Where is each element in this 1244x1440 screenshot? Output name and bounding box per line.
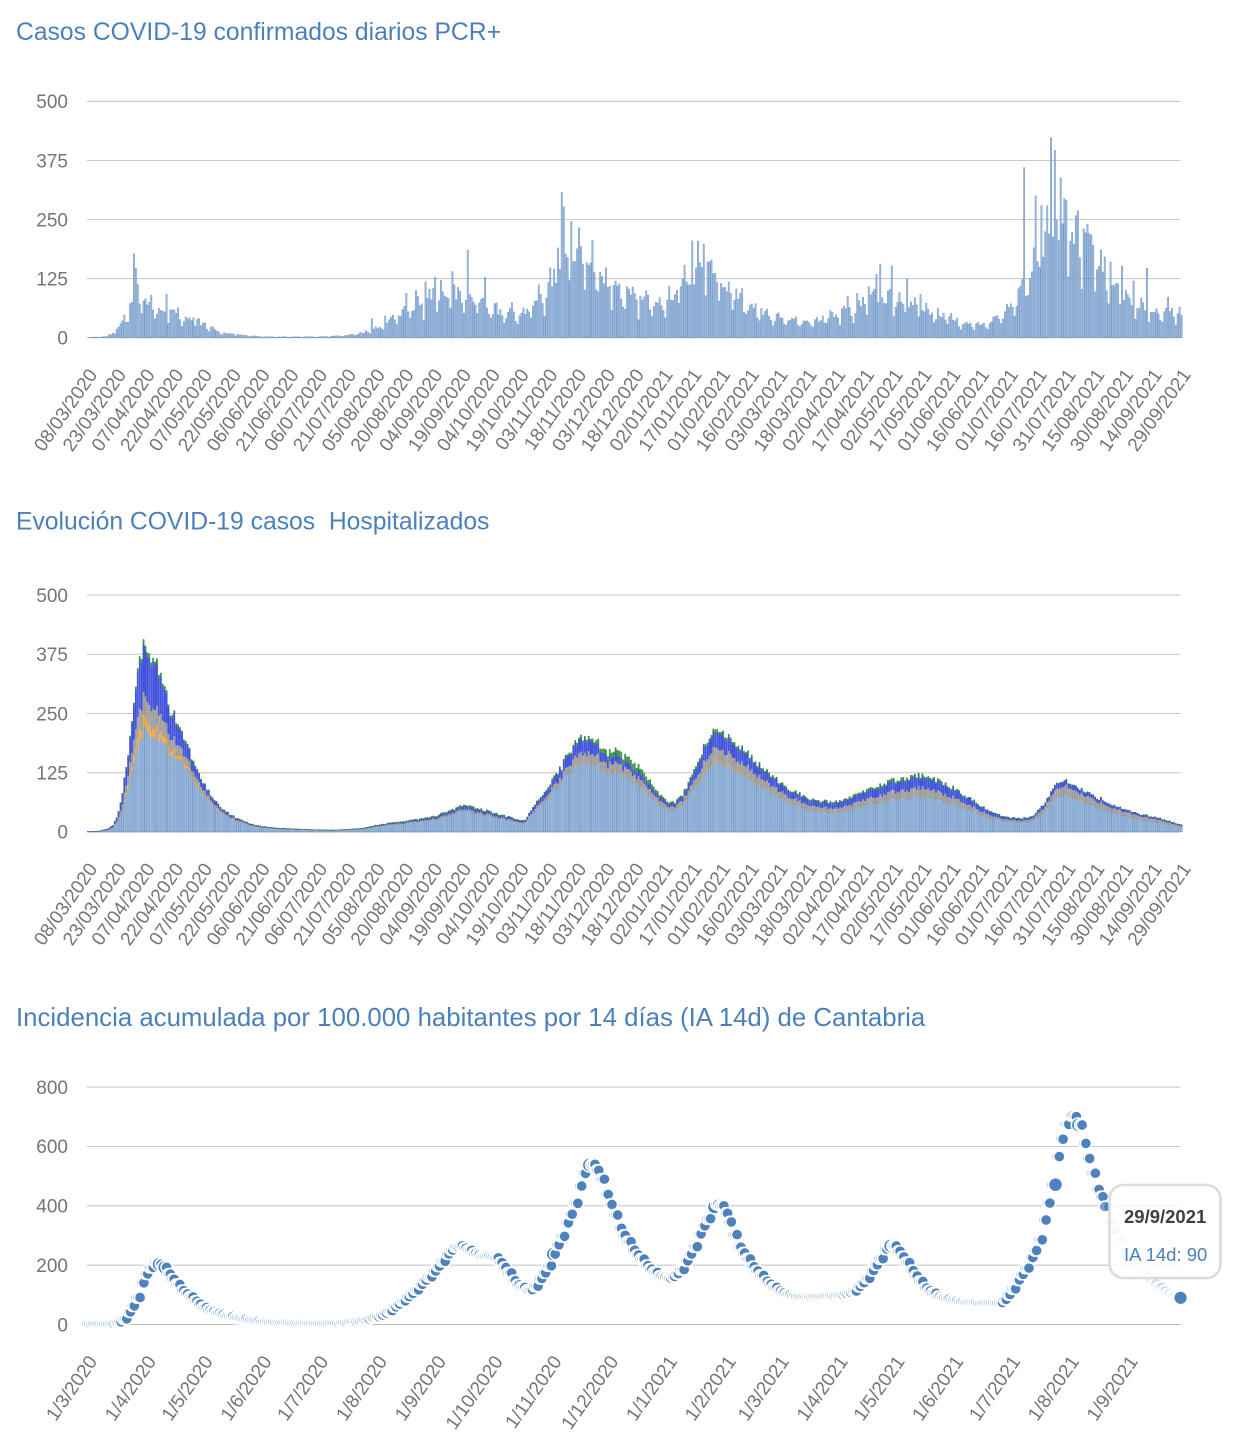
svg-text:Evolución COVID-19 casos Hosp: Evolución COVID-19 casos Hospitalizados [16, 509, 489, 536]
svg-text:500: 500 [36, 586, 68, 607]
svg-text:200: 200 [36, 1256, 68, 1277]
svg-text:600: 600 [36, 1137, 68, 1158]
svg-text:500: 500 [36, 92, 68, 113]
svg-text:0: 0 [57, 823, 68, 844]
svg-text:250: 250 [36, 210, 68, 231]
svg-text:125: 125 [36, 269, 68, 290]
svg-text:0: 0 [57, 1315, 68, 1336]
svg-text:375: 375 [36, 645, 68, 666]
svg-text:250: 250 [36, 704, 68, 725]
svg-text:Casos COVID-19 confirmados dia: Casos COVID-19 confirmados diarios PCR+ [16, 19, 501, 46]
svg-text:125: 125 [36, 764, 68, 785]
svg-text:29/9/2021: 29/9/2021 [1124, 1206, 1206, 1227]
svg-text:375: 375 [36, 151, 68, 172]
svg-text:Incidencia acumulada por 100.0: Incidencia acumulada por 100.000 habitan… [16, 1004, 926, 1032]
svg-text:IA 14d: 90: IA 14d: 90 [1124, 1244, 1207, 1265]
svg-text:800: 800 [36, 1078, 68, 1099]
svg-text:400: 400 [36, 1197, 68, 1218]
svg-text:0: 0 [57, 329, 68, 350]
